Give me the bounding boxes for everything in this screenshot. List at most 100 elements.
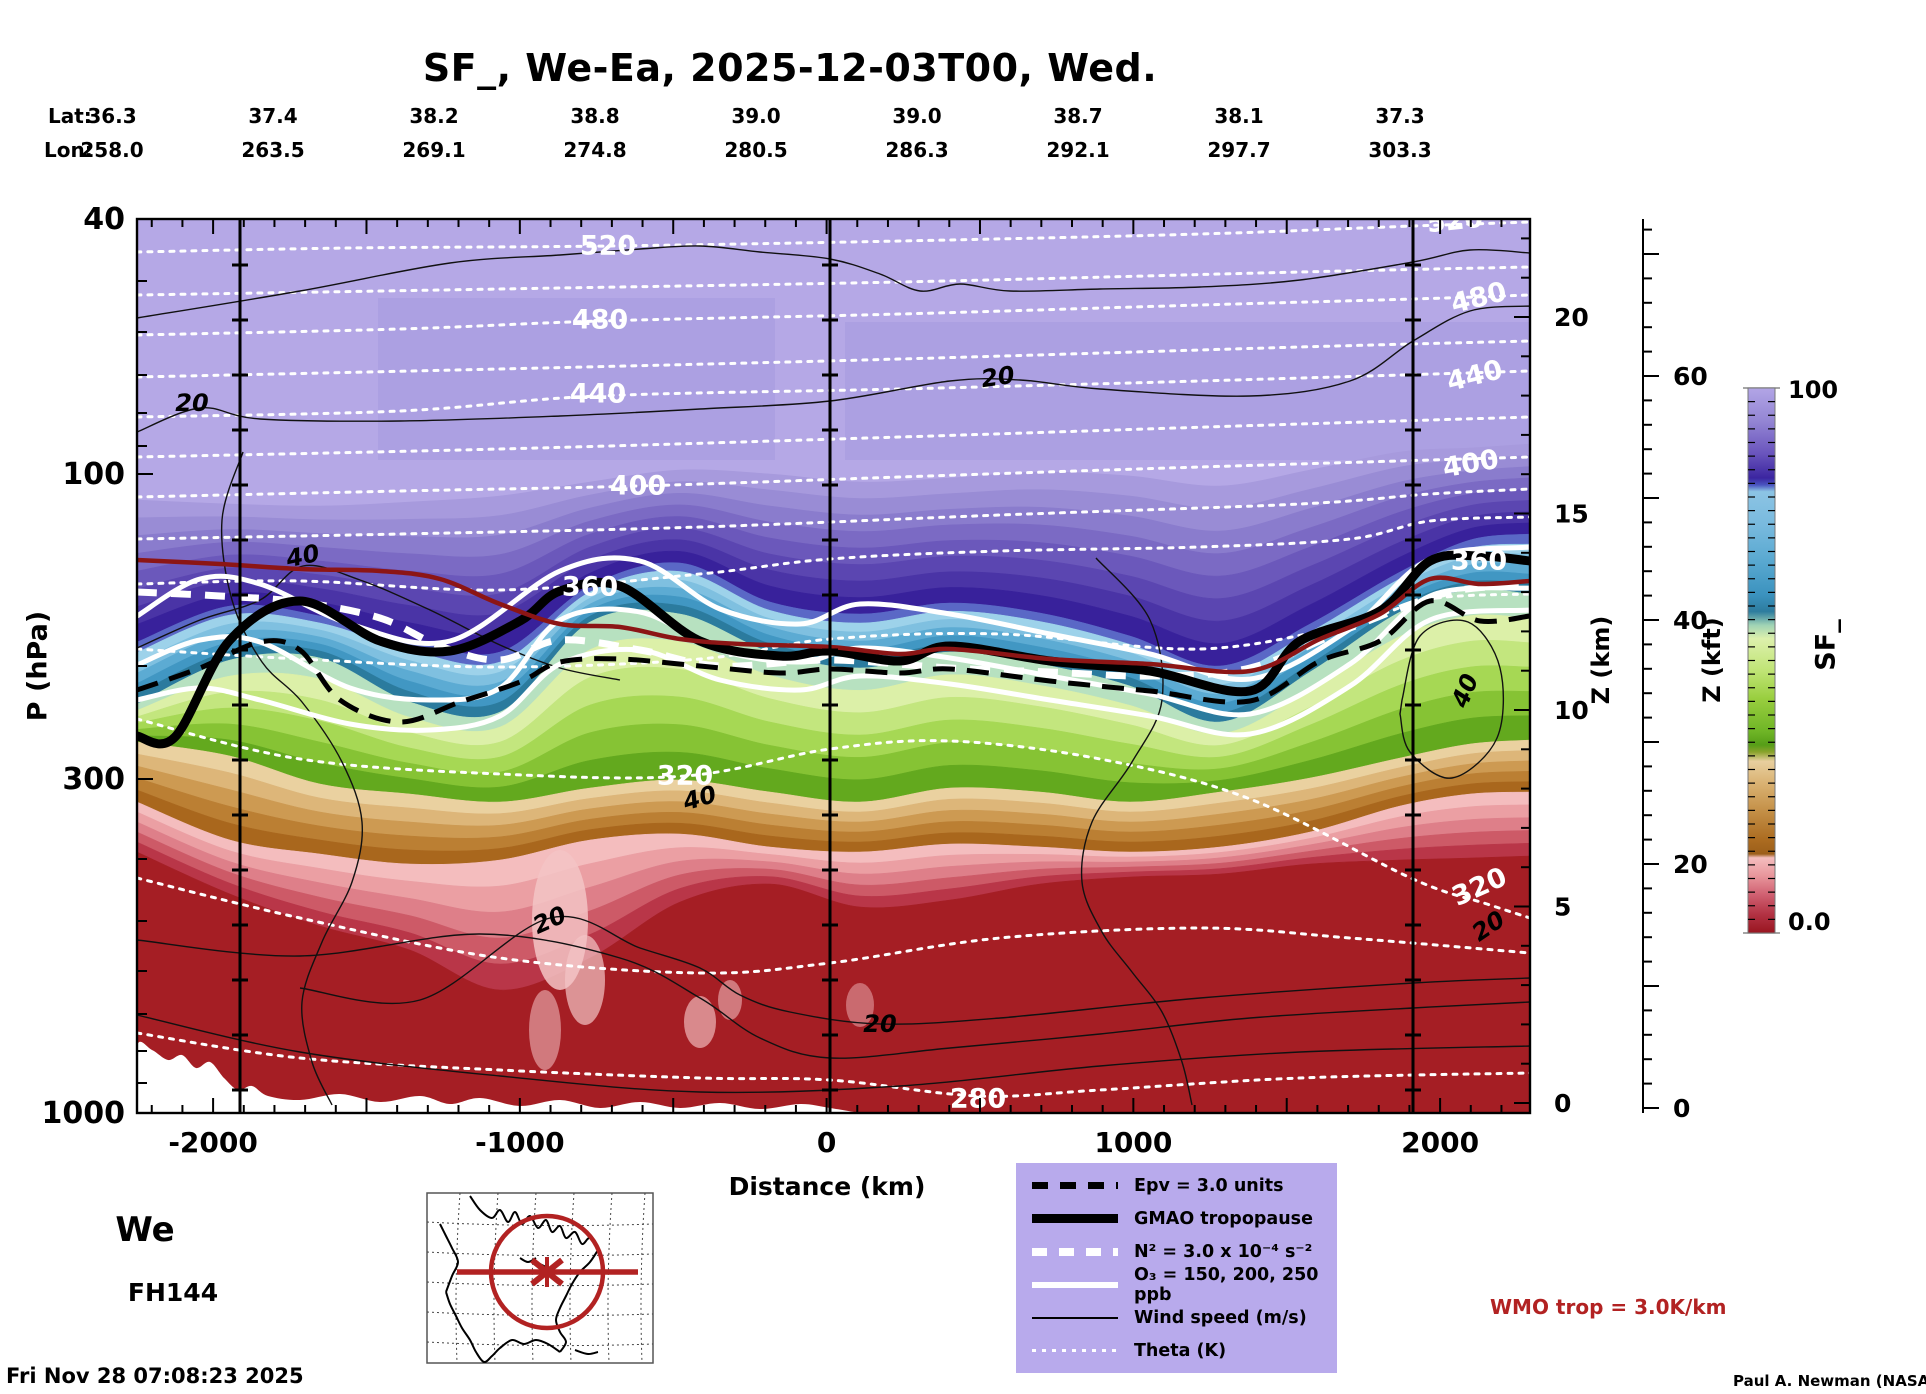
wmo-tropopause-line xyxy=(137,557,1530,675)
wind-contour-40-loop xyxy=(1399,619,1505,779)
graticule-line xyxy=(569,1193,575,1363)
theta-label: 360 xyxy=(1451,546,1507,577)
theta-contour xyxy=(137,220,1530,254)
graticule-line xyxy=(640,1193,646,1363)
wind-label: 40 xyxy=(283,539,322,574)
theta-contour xyxy=(137,369,1530,419)
theta-label: 320 xyxy=(657,761,713,792)
theta-label: 360 xyxy=(562,572,618,603)
legend-item-ozone: O₃ = 150, 200, 250 ppb xyxy=(1032,1265,1331,1305)
lon-value: 292.1 xyxy=(1046,138,1110,162)
lon-value: 286.3 xyxy=(885,138,949,162)
legend-label: Theta (K) xyxy=(1134,1340,1227,1361)
theta-label: 520 xyxy=(580,231,636,262)
legend-item-theta: Theta (K) xyxy=(1032,1335,1331,1367)
theta-contour xyxy=(137,265,1530,297)
legend-label: Wind speed (m/s) xyxy=(1134,1307,1307,1328)
pressure-tick-label: 1000 xyxy=(42,1096,126,1131)
legend-item-wind: Wind speed (m/s) xyxy=(1032,1302,1331,1334)
zkft-axis-title: Z (kft) xyxy=(1698,617,1726,703)
zkft-tick-label: 40 xyxy=(1673,606,1708,635)
theta-contour xyxy=(137,515,1530,592)
wind-label: 20 xyxy=(175,389,208,417)
lon-value: 280.5 xyxy=(724,138,788,162)
pressure-axis-title: P (hPa) xyxy=(22,610,54,722)
zkm-tick-label: 5 xyxy=(1554,893,1571,922)
lon-row-label: Lon: xyxy=(44,138,93,162)
coastline xyxy=(439,1223,460,1293)
distance-tick-label: -2000 xyxy=(168,1126,258,1159)
legend-label: N² = 3.0 x 10⁻⁴ s⁻² xyxy=(1134,1241,1313,1262)
zkm-tick-label: 20 xyxy=(1554,303,1589,332)
axes-layer: 40 100 300 1000 -2000 -1000 0 1000 2000 0 5 10 15 20 0… xyxy=(42,202,1708,1159)
legend-item-n2: N² = 3.0 x 10⁻⁴ s⁻² xyxy=(1032,1236,1331,1268)
tropopause-line-swatch xyxy=(1032,1214,1118,1223)
wind-line-swatch xyxy=(1032,1316,1118,1319)
distance-tick-label: -1000 xyxy=(475,1126,565,1159)
colorbar-max-label: 100 xyxy=(1788,376,1839,404)
wind-label: 20 xyxy=(979,361,1016,393)
wind-contour xyxy=(137,305,1530,433)
theta-label: 520 xyxy=(1425,203,1484,240)
wind-label: 20 xyxy=(863,1010,896,1038)
wind-contour xyxy=(137,564,621,681)
lat-value: 38.2 xyxy=(409,104,459,128)
theta-contour xyxy=(137,415,1530,459)
wind-contour xyxy=(137,1014,1530,1094)
lon-row: 258.0 263.5 269.1 274.8 280.5 286.3 292.1 297.7… xyxy=(0,138,1926,164)
legend-label: Epv = 3.0 units xyxy=(1134,1175,1284,1196)
lat-row: 36.3 37.4 38.2 38.8 39.0 39.0 38.7 38.1 37.3 xyxy=(0,104,1926,130)
lon-value: 269.1 xyxy=(402,138,466,162)
epv-dashed-line-swatch xyxy=(1032,1182,1118,1189)
distance-tick-label: 1000 xyxy=(1094,1126,1172,1159)
lat-value: 36.3 xyxy=(87,104,137,128)
wmo-trop-note: WMO trop = 3.0K/km xyxy=(1490,1295,1727,1319)
west-end-label: We xyxy=(115,1210,175,1250)
legend-item-epv: Epv = 3.0 units xyxy=(1032,1170,1331,1202)
theta-contour xyxy=(137,717,1530,920)
coastline xyxy=(554,1249,599,1353)
pressure-tick-label: 100 xyxy=(62,457,125,492)
lat-row-label: Lat: xyxy=(48,104,92,128)
lat-value: 37.4 xyxy=(248,104,298,128)
zkm-axis-title: Z (km) xyxy=(1587,615,1615,705)
coastline xyxy=(574,1349,599,1356)
zkm-tick-label: 15 xyxy=(1554,500,1589,529)
n2-dashed-line-swatch xyxy=(1032,1247,1118,1256)
map-inset xyxy=(426,1192,654,1364)
colorbar-min-label: 0.0 xyxy=(1788,908,1831,936)
wind-contour xyxy=(220,451,364,1106)
wind-contour xyxy=(137,933,1530,1059)
lon-value: 303.3 xyxy=(1368,138,1432,162)
distance-tick-label: 0 xyxy=(817,1126,836,1159)
distance-tick-label: 2000 xyxy=(1401,1126,1479,1159)
zkm-tick-label: 0 xyxy=(1554,1089,1571,1118)
theta-contour xyxy=(137,293,1530,337)
theta-contour xyxy=(137,455,1530,499)
lat-value: 39.0 xyxy=(892,104,942,128)
credit-text: Paul A. Newman (NASA xyxy=(1733,1372,1926,1390)
page-title: SF_, We-Ea, 2025-12-03T00, Wed. xyxy=(422,46,1158,90)
legend-label: GMAO tropopause xyxy=(1134,1208,1313,1229)
zkft-tick-label: 60 xyxy=(1673,362,1708,391)
lon-value: 297.7 xyxy=(1207,138,1271,162)
pressure-tick-label: 300 xyxy=(62,762,125,797)
theta-contour xyxy=(137,339,1530,379)
ozone-contour xyxy=(137,585,1530,718)
generation-timestamp: Fri Nov 28 07:08:23 2025 xyxy=(6,1364,304,1388)
theta-label: 480 xyxy=(572,305,628,336)
theta-label: 440 xyxy=(570,379,626,410)
lon-value: 274.8 xyxy=(563,138,627,162)
forecast-hour-label: FH144 xyxy=(127,1278,219,1307)
graticule-line xyxy=(455,1193,461,1363)
zkft-tick-label: 0 xyxy=(1673,1094,1690,1123)
lat-value: 39.0 xyxy=(731,104,781,128)
distance-axis-title: Distance (km) xyxy=(728,1172,926,1201)
coastline xyxy=(445,1291,561,1363)
gmao-tropopause-line xyxy=(137,550,1530,749)
lat-value: 38.8 xyxy=(570,104,620,128)
graticule-line xyxy=(607,1193,613,1363)
